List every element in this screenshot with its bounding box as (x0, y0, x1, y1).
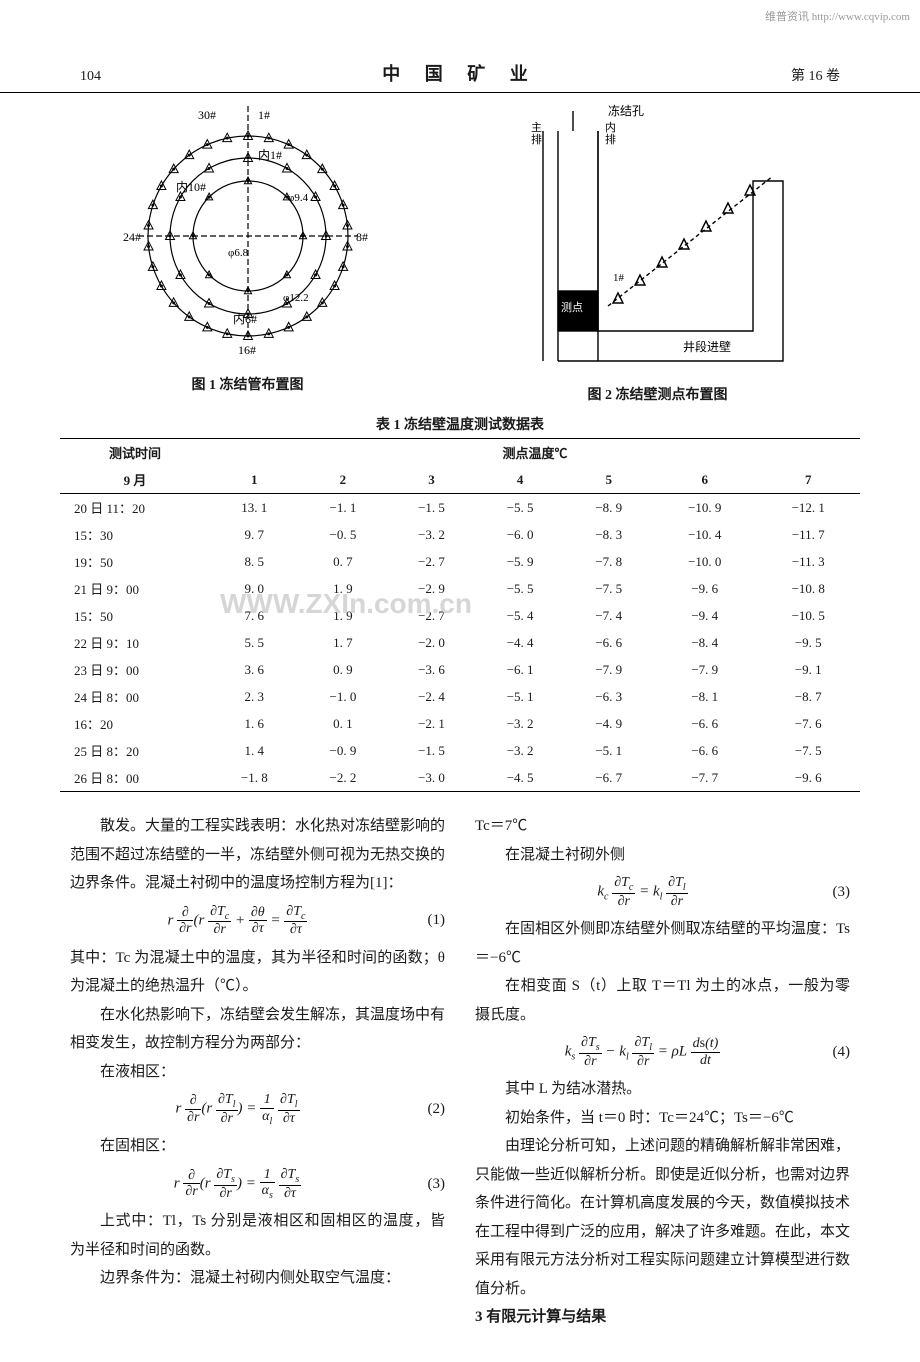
para: 在固相区： (70, 1132, 445, 1161)
para: Tc＝7℃ (475, 812, 850, 841)
right-column: Tc＝7℃ 在混凝土衬砌外侧 kc ∂Tc∂r = kl ∂Tl∂r (3) 在… (475, 812, 850, 1332)
para: 边界条件为：混凝土衬砌内侧处取空气温度： (70, 1264, 445, 1293)
th-col: 4 (476, 466, 565, 494)
th-col: 6 (653, 466, 756, 494)
fig1-caption: 图 1 冻结管布置图 (118, 374, 378, 394)
para: 初始条件，当 t＝0 时：Tc＝24℃；Ts＝−6℃ (475, 1104, 850, 1133)
body-columns: 散发。大量的工程实践表明：水化热对冻结壁影响的范围不超过冻结壁的一半，冻结壁外侧… (0, 812, 920, 1362)
data-table: 测试时间 测点温度℃ 9 月 1234567 20 日 11：2013. 1−1… (60, 438, 860, 792)
th-month: 9 月 (60, 466, 210, 494)
fig2-main: 主 (531, 121, 542, 134)
section-3-heading: 3 有限元计算与结果 (475, 1303, 850, 1332)
fig1-phi-in: φ6.8 (228, 247, 249, 259)
th-col: 7 (756, 466, 860, 494)
fig1-label-8: 8# (356, 230, 368, 244)
table-row: 22 日 9：105. 51. 7−2. 0−4. 4−6. 6−8. 4−9.… (60, 629, 860, 656)
left-column: 散发。大量的工程实践表明：水化热对冻结壁影响的范围不超过冻结壁的一半，冻结壁外侧… (70, 812, 445, 1332)
fig2-inner: 内 (605, 120, 616, 134)
th-col: 5 (564, 466, 653, 494)
figure-1: 1# 30# 内1# 内10# 24# 8# 内6# 16# φ12.2 φ9.… (118, 101, 378, 394)
para: 上式中：Tl，Ts 分别是液相区和固相区的温度，皆为半径和时间的函数。 (70, 1207, 445, 1264)
table-row: 21 日 9：009. 01. 9−2. 9−5. 5−7. 5−9. 6−10… (60, 575, 860, 602)
journal-title: 中 国 矿 业 (200, 60, 720, 86)
fig2-caption: 图 2 冻结壁测点布置图 (513, 384, 803, 404)
figures-row: 1# 30# 内1# 内10# 24# 8# 内6# 16# φ12.2 φ9.… (0, 101, 920, 404)
para: 在相变面 S（t）上取 T＝Tl 为土的冰点，一般为零摄氏度。 (475, 972, 850, 1029)
table-row: 15：309. 7−0. 5−3. 2−6. 0−8. 3−10. 4−11. … (60, 521, 860, 548)
fig2-survey: 测点 (561, 301, 583, 314)
page: 维普资讯 http://www.cqvip.com 104 中 国 矿 业 第 … (0, 0, 920, 1362)
para: 由理论分析可知，上述问题的精确解析解非常困难，只能做一些近似解析分析。即使是近似… (475, 1132, 850, 1303)
figure-2: 冻结孔 主 排 内 排 71 1# 测点 井段进壁 图 2 冻结壁测点布置图 (513, 101, 803, 404)
table-row: 16：201. 60. 1−2. 1−3. 2−4. 9−6. 6−7. 6 (60, 710, 860, 737)
equation-1: r ∂∂r(r ∂Tc∂r + ∂θ∂τ = ∂Tc∂τ (1) (70, 904, 445, 938)
para: 在混凝土衬砌外侧 (475, 841, 850, 870)
table-row: 20 日 11：2013. 1−1. 1−1. 5−5. 5−8. 9−10. … (60, 494, 860, 522)
table-row: 15：507. 61. 9−2. 7−5. 4−7. 4−9. 4−10. 5 (60, 602, 860, 629)
fig2-wall: 井段进壁 (683, 339, 731, 354)
equation-3: r ∂∂r(r ∂Ts∂r) = 1αs ∂Ts∂τ (3) (70, 1167, 445, 1201)
fig1-label-1: 1# (258, 108, 270, 122)
fig2-hole: 冻结孔 (608, 103, 644, 118)
th-col: 3 (387, 466, 476, 494)
para: 在固相区外侧即冻结壁外侧取冻结壁的平均温度：Ts＝−6℃ (475, 915, 850, 972)
para: 其中：Tc 为混凝土中的温度，其为半径和时间的函数；θ 为混凝土的绝热温升（℃）… (70, 944, 445, 1001)
fig1-label-24: 24# (123, 230, 141, 244)
th-group: 测点温度℃ (210, 439, 860, 467)
para: 其中 L 为结冰潜热。 (475, 1075, 850, 1104)
svg-text:排: 排 (531, 132, 542, 146)
equation-4: ks ∂Ts∂r − kl ∂Tl∂r = ρL ds(t)dt (4) (475, 1035, 850, 1069)
fig1-svg: 1# 30# 内1# 内10# 24# 8# 内6# 16# φ12.2 φ9.… (118, 101, 378, 361)
fig1-label-n10: 内10# (176, 180, 206, 194)
equation-3b: kc ∂Tc∂r = kl ∂Tl∂r (3) (475, 875, 850, 909)
fig1-phi-outer: φ12.2 (283, 292, 309, 304)
table-row: 26 日 8：00−1. 8−2. 2−3. 0−4. 5−6. 7−7. 7−… (60, 764, 860, 792)
table-row: 25 日 8：201. 4−0. 9−1. 5−3. 2−5. 1−6. 6−7… (60, 737, 860, 764)
fig1-label-n6: 内6# (233, 312, 257, 326)
watermark-top: 维普资讯 http://www.cqvip.com (765, 8, 910, 24)
fig1-phi-mid: φ9.4 (288, 192, 309, 204)
para: 在液相区： (70, 1058, 445, 1087)
fig1-label-16: 16# (238, 343, 256, 357)
svg-text:排: 排 (605, 132, 616, 146)
page-number: 104 (80, 69, 200, 85)
equation-2: r ∂∂r(r ∂Tl∂r) = 1αl ∂Tl∂τ (2) (70, 1092, 445, 1126)
volume-label: 第 16 卷 (720, 65, 840, 85)
fig2-71: 71 (565, 268, 576, 280)
table-title: 表 1 冻结壁温度测试数据表 (0, 414, 920, 434)
fig1-label-n1: 内1# (258, 148, 282, 162)
table-row: 24 日 8：002. 3−1. 0−2. 4−5. 1−6. 3−8. 1−8… (60, 683, 860, 710)
fig2-1: 1# (613, 272, 625, 284)
table-row: 23 日 9：003. 60. 9−3. 6−6. 1−7. 9−7. 9−9.… (60, 656, 860, 683)
fig2-svg: 冻结孔 主 排 内 排 71 1# 测点 井段进壁 (513, 101, 803, 371)
fig1-label-30: 30# (198, 108, 216, 122)
th-col: 2 (299, 466, 388, 494)
th-col: 1 (210, 466, 299, 494)
table-row: 19：508. 50. 7−2. 7−5. 9−7. 8−10. 0−11. 3 (60, 548, 860, 575)
para: 散发。大量的工程实践表明：水化热对冻结壁影响的范围不超过冻结壁的一半，冻结壁外侧… (70, 812, 445, 898)
th-time: 测试时间 (60, 439, 210, 467)
para: 在水化热影响下，冻结壁会发生解冻，其温度场中有相变发生，故控制方程分为两部分： (70, 1001, 445, 1058)
